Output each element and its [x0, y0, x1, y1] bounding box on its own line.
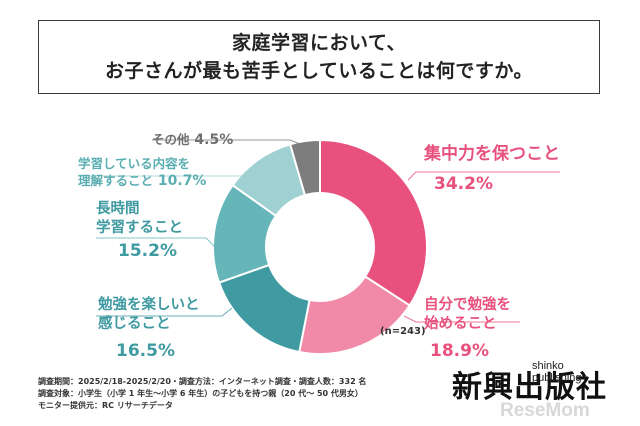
- watermark: ReseMom: [500, 400, 590, 421]
- survey-notes-line-3: モニター提供元：RC リサーチデータ: [38, 401, 173, 410]
- pct-slice-3: 15.2%: [118, 241, 177, 261]
- pct-slice-4: 10.7%: [157, 173, 207, 189]
- leader-line-4: [78, 173, 263, 177]
- leader-line-5: [152, 139, 301, 145]
- label-slice-0-line-1: 集中力を保つこと: [424, 144, 560, 164]
- label-slice-2: 勉強を楽しいと 感じること: [98, 296, 200, 334]
- pct-slice-2: 16.5%: [116, 341, 175, 361]
- leader-line-0: [407, 171, 560, 181]
- donut-slice-5: [288, 138, 321, 197]
- question-line-2: お子さんが最も苦手としていることは何ですか。: [104, 60, 534, 82]
- leader-line-2: [96, 307, 233, 317]
- sample-size: (n=243): [380, 326, 426, 337]
- survey-notes: 調査期間：2025/2/18-2025/2/20・調査方法：インターネット調査・…: [38, 376, 366, 412]
- survey-notes-line-2: 調査対象：小学生（小学 1 年生～小学 6 年生）の子どもを持つ親（20 代～ …: [38, 389, 363, 398]
- label-slice-1-line-2: 始めること: [424, 316, 497, 332]
- label-slice-5: その他 4.5%: [152, 129, 233, 148]
- question-line-1: 家庭学習において、: [232, 32, 406, 54]
- label-slice-2-line-1: 勉強を楽しいと: [98, 297, 200, 313]
- publisher-logo-main: 新興出版社: [452, 370, 607, 405]
- publisher-logo-sub: shinko publishing: [532, 360, 582, 384]
- label-slice-4-line-2: 理解すること: [78, 173, 154, 188]
- label-slice-1: 自分で勉強を 始めること: [424, 296, 511, 334]
- label-slice-5-line-1: その他: [152, 132, 190, 147]
- pct-slice-5: 4.5%: [194, 132, 234, 148]
- question-box: 家庭学習において、 お子さんが最も苦手としていることは何ですか。: [38, 20, 600, 94]
- pct-slice-1: 18.9%: [430, 341, 489, 361]
- label-slice-4-line-1: 学習している内容を: [78, 156, 191, 171]
- publisher-logo: shinko publishing 新興出版社: [452, 360, 607, 406]
- survey-notes-line-1: 調査期間：2025/2/18-2025/2/20・調査方法：インターネット調査・…: [38, 377, 367, 386]
- leader-line-1: [403, 315, 520, 323]
- label-slice-3: 長時間 学習すること: [96, 200, 183, 238]
- label-slice-3-line-1: 長時間: [96, 201, 140, 217]
- label-slice-2-line-2: 感じること: [98, 316, 171, 332]
- label-slice-1-line-1: 自分で勉強を: [424, 297, 511, 313]
- label-slice-3-line-2: 学習すること: [96, 220, 183, 236]
- label-slice-0: 集中力を保つこと: [424, 143, 560, 165]
- label-slice-4: 学習している内容を 理解すること 10.7%: [78, 155, 206, 190]
- pct-slice-0: 34.2%: [434, 174, 493, 194]
- donut-slice-0: [319, 138, 428, 307]
- leader-line-3: [96, 237, 217, 249]
